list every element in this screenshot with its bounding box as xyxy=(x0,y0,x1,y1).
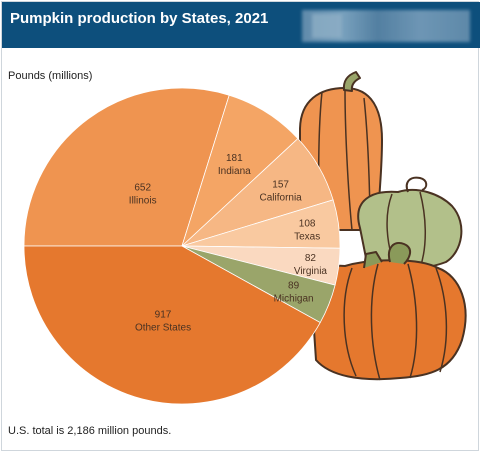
slice-value-michigan: 89 xyxy=(288,280,300,291)
slice-value-illinois: 652 xyxy=(134,183,151,194)
slice-value-virginia: 82 xyxy=(305,253,317,264)
slice-value-texas: 108 xyxy=(299,218,316,229)
slice-label-california: California xyxy=(260,192,303,203)
slice-label-illinois: Illinois xyxy=(129,196,157,207)
slice-label-other-states: Other States xyxy=(135,322,191,333)
slice-value-indiana: 181 xyxy=(226,153,243,164)
slice-label-virginia: Virginia xyxy=(294,266,328,277)
slice-label-texas: Texas xyxy=(294,231,320,242)
slice-value-california: 157 xyxy=(272,179,289,190)
slice-label-michigan: Michigan xyxy=(274,293,314,304)
pie-slices xyxy=(24,88,340,404)
footnote: U.S. total is 2,186 million pounds. xyxy=(8,425,171,437)
slice-value-other-states: 917 xyxy=(155,309,172,320)
slice-label-indiana: Indiana xyxy=(218,166,251,177)
